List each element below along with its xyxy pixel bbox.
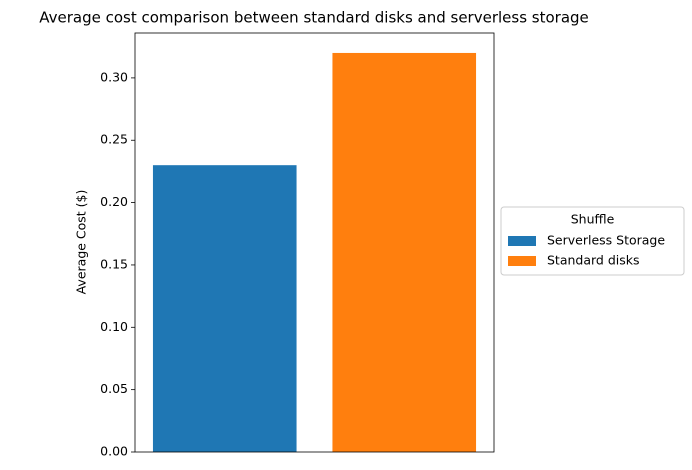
y-tick-label: 0.05 [100,381,128,396]
legend-label: Standard disks [547,253,640,268]
y-tick-label: 0.15 [100,256,128,271]
y-tick-label: 0.00 [100,444,128,459]
legend-title: Shuffle [571,212,615,227]
y-axis-label: Average Cost ($) [74,190,89,295]
y-tick-label: 0.30 [100,69,128,84]
y-tick-label: 0.25 [100,132,128,147]
chart-title: Average cost comparison between standard… [39,9,589,27]
y-tick-label: 0.10 [100,319,128,334]
legend-swatch [508,236,536,246]
plot-frame [134,32,495,453]
legend-swatch [508,256,536,266]
bar [152,165,297,453]
bar [332,52,477,452]
legend-box [500,206,685,276]
y-tick-label: 0.20 [100,194,128,209]
legend-label: Serverless Storage [547,233,665,248]
